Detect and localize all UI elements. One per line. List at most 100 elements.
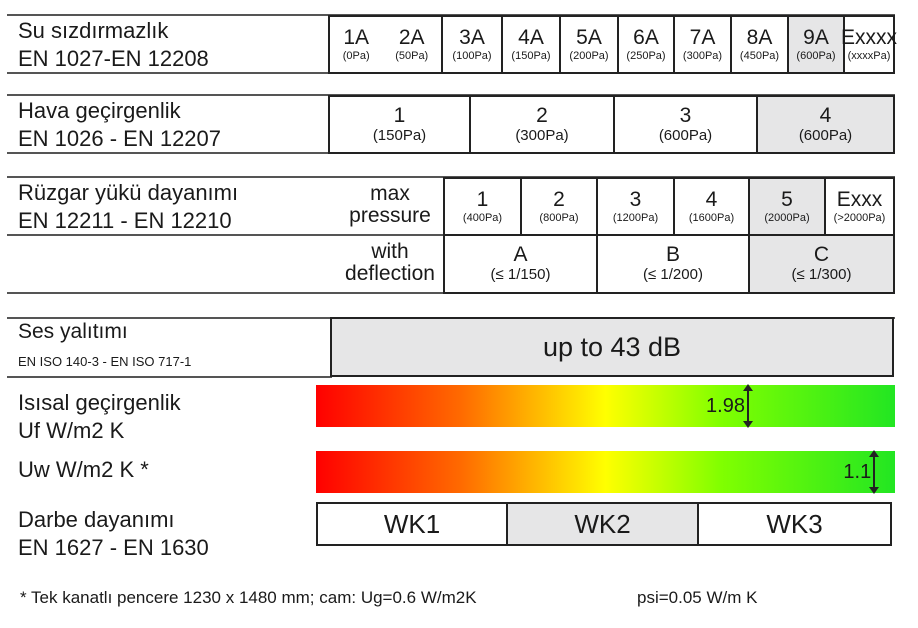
class-value: (≤ 1/200)	[643, 266, 703, 283]
class-value: (600Pa)	[798, 126, 853, 144]
water-title: Su sızdırmazlık	[18, 18, 169, 43]
divider	[7, 376, 332, 378]
class-value: (1600Pa)	[688, 211, 735, 224]
burglary-class-WK2: WK2	[506, 502, 699, 546]
divider	[7, 72, 332, 74]
sound-title: Ses yalıtımı	[18, 320, 128, 343]
water-class-6A: 6A (250Pa)	[617, 15, 675, 74]
deflection-class-A: A (≤ 1/150)	[443, 234, 598, 294]
class-label: Exxxx	[841, 25, 898, 49]
burglary-class-WK3: WK3	[697, 502, 892, 546]
class-value: (100Pa)	[452, 49, 492, 62]
pressure-class-1: 1 (400Pa)	[443, 177, 522, 236]
divider	[7, 152, 332, 154]
class-label: 1	[476, 187, 489, 211]
class-label: 2A	[398, 25, 425, 49]
class-label: 7A	[689, 25, 716, 49]
class-label: 2	[536, 103, 548, 127]
class-value: (400Pa)	[462, 211, 503, 224]
uw-gradient-bar: 1.1	[316, 450, 895, 494]
class-label: 3	[679, 103, 692, 127]
water-class-4A: 4A (150Pa)	[501, 15, 561, 74]
deflection-label: with deflection	[345, 240, 435, 285]
water-class-2A: 2A (50Pa)	[395, 25, 429, 63]
class-label: 3	[629, 187, 642, 211]
class-label: C	[813, 243, 830, 266]
water-class-5A: 5A (200Pa)	[559, 15, 619, 74]
class-label: 4	[705, 187, 718, 211]
class-label: 4A	[518, 25, 544, 49]
thermal-uw-unit: Uw W/m2 K *	[18, 457, 149, 482]
water-standard: EN 1027-EN 12208	[18, 46, 209, 71]
sound-value: up to 43 dB	[330, 317, 894, 377]
class-value: (200Pa)	[569, 49, 609, 62]
class-value: (300Pa)	[682, 49, 723, 62]
pressure-class-2: 2 (800Pa)	[520, 177, 598, 236]
double-arrow-icon	[869, 450, 880, 494]
class-label: 5A	[576, 25, 602, 49]
class-value: (600Pa)	[658, 126, 713, 144]
burglary-standard: EN 1627 - EN 1630	[18, 535, 209, 560]
air-class-3: 3 (600Pa)	[613, 95, 758, 154]
class-label: WK3	[766, 509, 823, 539]
class-label: 2	[553, 187, 565, 211]
thermal-title: Isısal geçirgenlik	[18, 390, 181, 415]
pressure-class-Exxx: Exxx (>2000Pa)	[824, 177, 895, 236]
class-value: (0Pa)	[342, 49, 370, 62]
class-label: 1A	[343, 25, 370, 49]
wind-title: Rüzgar yükü dayanımı	[18, 180, 239, 205]
water-class-3A: 3A (100Pa)	[441, 15, 503, 74]
class-value: (150Pa)	[372, 126, 427, 144]
deflection-class-B: B (≤ 1/200)	[596, 234, 750, 294]
class-label: 3A	[459, 25, 485, 49]
class-value: (xxxxPa)	[847, 49, 891, 62]
double-arrow-icon	[742, 384, 753, 428]
water-class-1A: 1A (0Pa)	[342, 25, 370, 63]
divider	[7, 234, 447, 236]
uf-value: 1.98	[706, 394, 745, 417]
class-label: 5	[781, 187, 793, 211]
pressure-class-4: 4 (1600Pa)	[673, 177, 750, 236]
class-label: A	[513, 243, 528, 266]
class-value: (450Pa)	[739, 49, 780, 62]
class-value: (2000Pa)	[764, 211, 810, 224]
water-class-cell: 1A (0Pa) 2A (50Pa)	[328, 15, 443, 74]
class-label: B	[665, 243, 680, 266]
thermal-uf-unit: Uf W/m2 K	[18, 418, 125, 443]
footnote: * Tek kanatlı pencere 1230 x 1480 mm; ca…	[20, 588, 477, 607]
footnote-psi: psi=0.05 W/m K	[637, 588, 758, 607]
deflection-class-C: C (≤ 1/300)	[748, 234, 895, 294]
class-label: 1	[393, 103, 406, 127]
class-value: (800Pa)	[539, 211, 579, 224]
burglary-class-WK1: WK1	[316, 502, 508, 546]
air-class-2: 2 (300Pa)	[469, 95, 615, 154]
water-class-7A: 7A (300Pa)	[673, 15, 732, 74]
class-value: (≤ 1/150)	[490, 266, 551, 283]
air-standard: EN 1026 - EN 12207	[18, 126, 222, 151]
air-class-1: 1 (150Pa)	[328, 95, 471, 154]
class-label: WK2	[574, 509, 631, 539]
class-label: WK1	[383, 509, 441, 539]
pressure-class-3: 3 (1200Pa)	[596, 177, 675, 236]
class-label: 6A	[633, 25, 659, 49]
pressure-class-5: 5 (2000Pa)	[748, 177, 826, 236]
class-value: (>2000Pa)	[833, 211, 886, 224]
burglary-title: Darbe dayanımı	[18, 507, 175, 532]
sound-standard: EN ISO 140-3 - EN ISO 717-1	[18, 354, 192, 369]
class-value: (300Pa)	[515, 126, 569, 144]
class-value: (150Pa)	[511, 49, 551, 62]
water-class-Exxxx: Exxxx (xxxxPa)	[841, 15, 898, 74]
air-class-4: 4 (600Pa)	[756, 95, 895, 154]
class-label: 4	[819, 103, 832, 127]
air-title: Hava geçirgenlik	[18, 98, 181, 123]
uw-value: 1.1	[843, 460, 872, 483]
class-value: (50Pa)	[395, 49, 429, 62]
class-label: Exxx	[836, 187, 883, 211]
class-label: 9A	[803, 25, 829, 49]
class-label: 8A	[746, 25, 773, 49]
water-class-9A: 9A (600Pa)	[787, 15, 845, 74]
uf-gradient-bar: 1.98	[316, 384, 895, 428]
class-value: (250Pa)	[626, 49, 666, 62]
class-value: (1200Pa)	[612, 211, 659, 224]
water-class-8A: 8A (450Pa)	[730, 15, 789, 74]
